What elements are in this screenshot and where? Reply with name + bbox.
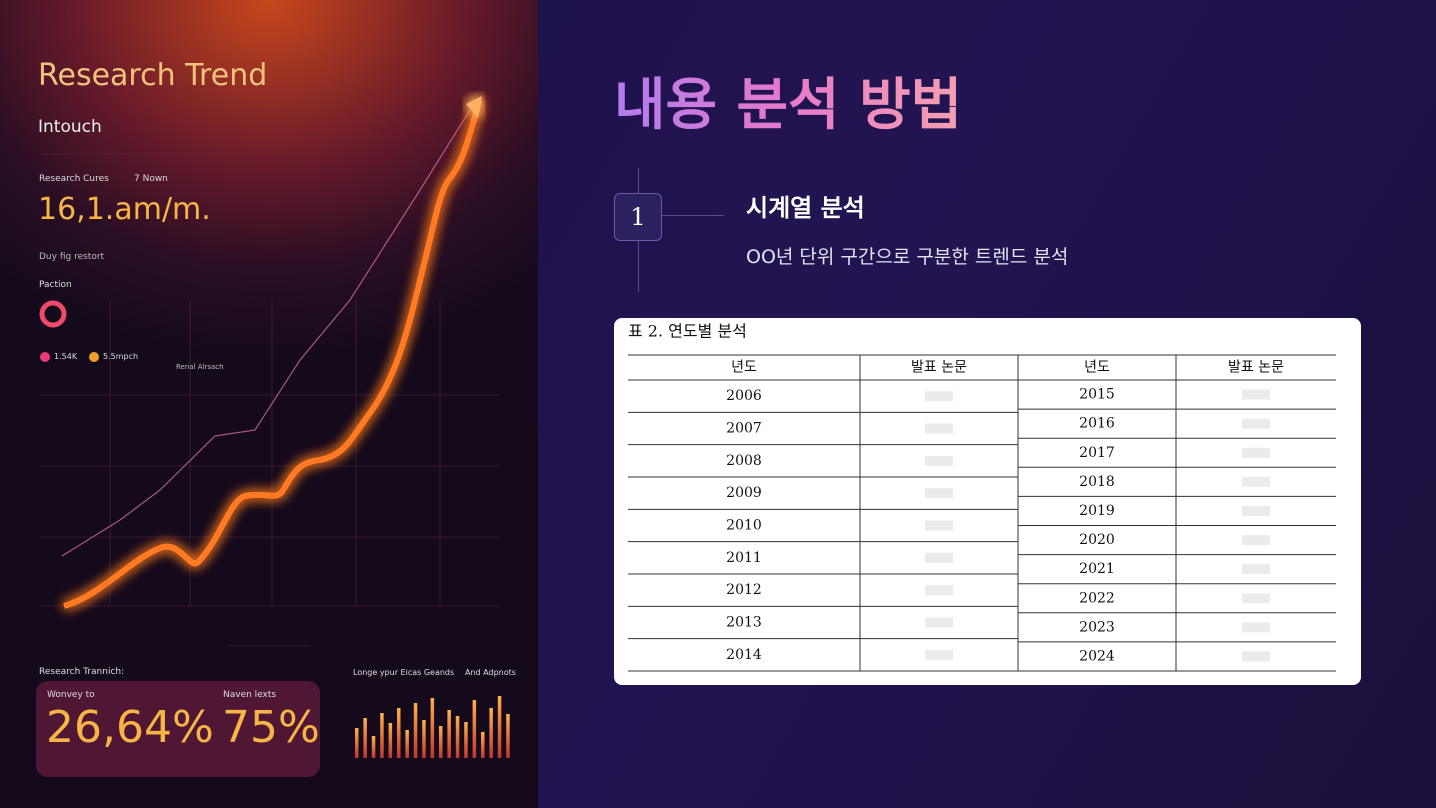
blurred-cell — [925, 520, 953, 531]
table: 표 2. 연도별 분석 년도 발표 논문 년도 발표 논문 2006 2007 2008 20… — [628, 322, 1336, 672]
panel-title: Research Trend — [38, 58, 268, 93]
decorative-bar — [355, 728, 359, 758]
metric-value: 75% — [222, 702, 320, 753]
step-connector — [662, 215, 724, 216]
blurred-cell — [925, 455, 953, 466]
trend-graphic — [36, 96, 510, 777]
decorative-panel: Research Trend Intouch Research Cures 7 … — [0, 0, 538, 808]
blurred-cell — [1242, 505, 1270, 516]
decorative-bar — [447, 710, 451, 758]
decorative-bar — [455, 716, 460, 758]
decorative-bar — [413, 703, 418, 758]
year-cell: 2016 — [1079, 416, 1115, 432]
decorative-bar — [380, 713, 384, 758]
decorative-bar — [439, 726, 443, 758]
decorative-bar — [388, 723, 393, 758]
year-cell: 2024 — [1079, 648, 1115, 664]
section-label: Paction — [39, 280, 72, 290]
year-cell: 2021 — [1079, 561, 1115, 577]
blurred-cell — [925, 423, 953, 434]
decorative-bar — [472, 700, 477, 758]
year-cell: 2020 — [1079, 532, 1115, 548]
decorative-bars — [355, 696, 510, 758]
blurred-cell — [925, 585, 953, 596]
year-cell: 2009 — [726, 485, 762, 501]
table-card: 표 2. 연도별 분석 년도 발표 논문 년도 발표 논문 2006 2007 2008 20… — [614, 318, 1361, 685]
decorative-bar — [422, 720, 426, 758]
metric-label: Wonvey to — [47, 690, 95, 700]
legend-item: 5.5mpch — [103, 352, 139, 361]
year-cell: 2019 — [1079, 503, 1115, 519]
decorative-bar — [464, 722, 468, 758]
stat-tag: 7 Nown — [134, 174, 168, 184]
decorative-bar — [489, 708, 493, 758]
metric-value: 26,64% — [46, 702, 214, 753]
blurred-cell — [1242, 418, 1270, 429]
year-cell: 2011 — [726, 550, 762, 566]
bar-title: Longe ypur Eicas Geands — [353, 668, 455, 677]
year-cell: 2008 — [726, 453, 762, 469]
bar-title: And Adpnots — [465, 668, 516, 677]
year-cell: 2023 — [1079, 619, 1115, 635]
legend-item: 1.54K — [54, 352, 78, 361]
blurred-cell — [1242, 535, 1270, 546]
blurred-cell — [1242, 564, 1270, 575]
blurred-cell — [925, 488, 953, 499]
year-cell: 2018 — [1079, 474, 1115, 490]
blurred-cell — [1242, 651, 1270, 662]
year-cell: 2013 — [726, 615, 762, 631]
decorative-bar — [405, 730, 409, 758]
chart-label: Renal Alrsach — [176, 363, 224, 371]
step-description: OO년 단위 구간으로 구분한 트렌드 분석 — [746, 246, 1069, 268]
year-cell: 2017 — [1079, 445, 1115, 461]
decorative-bar — [397, 708, 401, 758]
year-cell: 2010 — [726, 518, 762, 534]
blurred-cell — [925, 649, 953, 660]
blurred-cell — [925, 617, 953, 628]
blurred-cell — [1242, 593, 1270, 604]
year-cell: 2012 — [726, 582, 762, 598]
step-title: 시계열 분석 — [746, 194, 865, 222]
decorative-bar — [430, 698, 435, 758]
metric-label: Naven lexts — [223, 690, 277, 700]
table-header: 발표 논문 — [911, 360, 967, 376]
blurred-cell — [1242, 447, 1270, 458]
blurred-cell — [925, 552, 953, 563]
year-cell: 2015 — [1079, 387, 1115, 403]
note: Duy fig restort — [39, 252, 105, 262]
decorative-bar — [371, 736, 376, 758]
stat-value: 16,1.am/m. — [38, 192, 211, 227]
decorative-bar — [363, 718, 367, 758]
table-header: 년도 — [1084, 360, 1110, 376]
blurred-cell — [1242, 476, 1270, 487]
decorative-bar — [497, 696, 502, 758]
slide-title: 내용 분석 방법 — [614, 60, 962, 141]
blurred-cell — [925, 391, 953, 402]
table-header: 발표 논문 — [1228, 360, 1284, 376]
step-number: 1 — [614, 193, 662, 241]
stat-label: Research Cures — [39, 174, 109, 184]
year-cell: 2006 — [726, 388, 762, 404]
table-header: 년도 — [731, 360, 757, 376]
panel-subtitle: Intouch — [38, 117, 102, 137]
table-caption: 표 2. 연도별 분석 — [628, 322, 747, 341]
year-cell: 2022 — [1079, 590, 1115, 606]
blurred-cell — [1242, 622, 1270, 633]
blurred-cell — [1242, 389, 1270, 400]
bottom-label: Research Trannich: — [39, 667, 125, 677]
year-cell: 2007 — [726, 421, 762, 437]
year-cell: 2014 — [726, 647, 762, 663]
decorative-bar — [481, 732, 485, 758]
decorative-bar — [506, 714, 510, 758]
